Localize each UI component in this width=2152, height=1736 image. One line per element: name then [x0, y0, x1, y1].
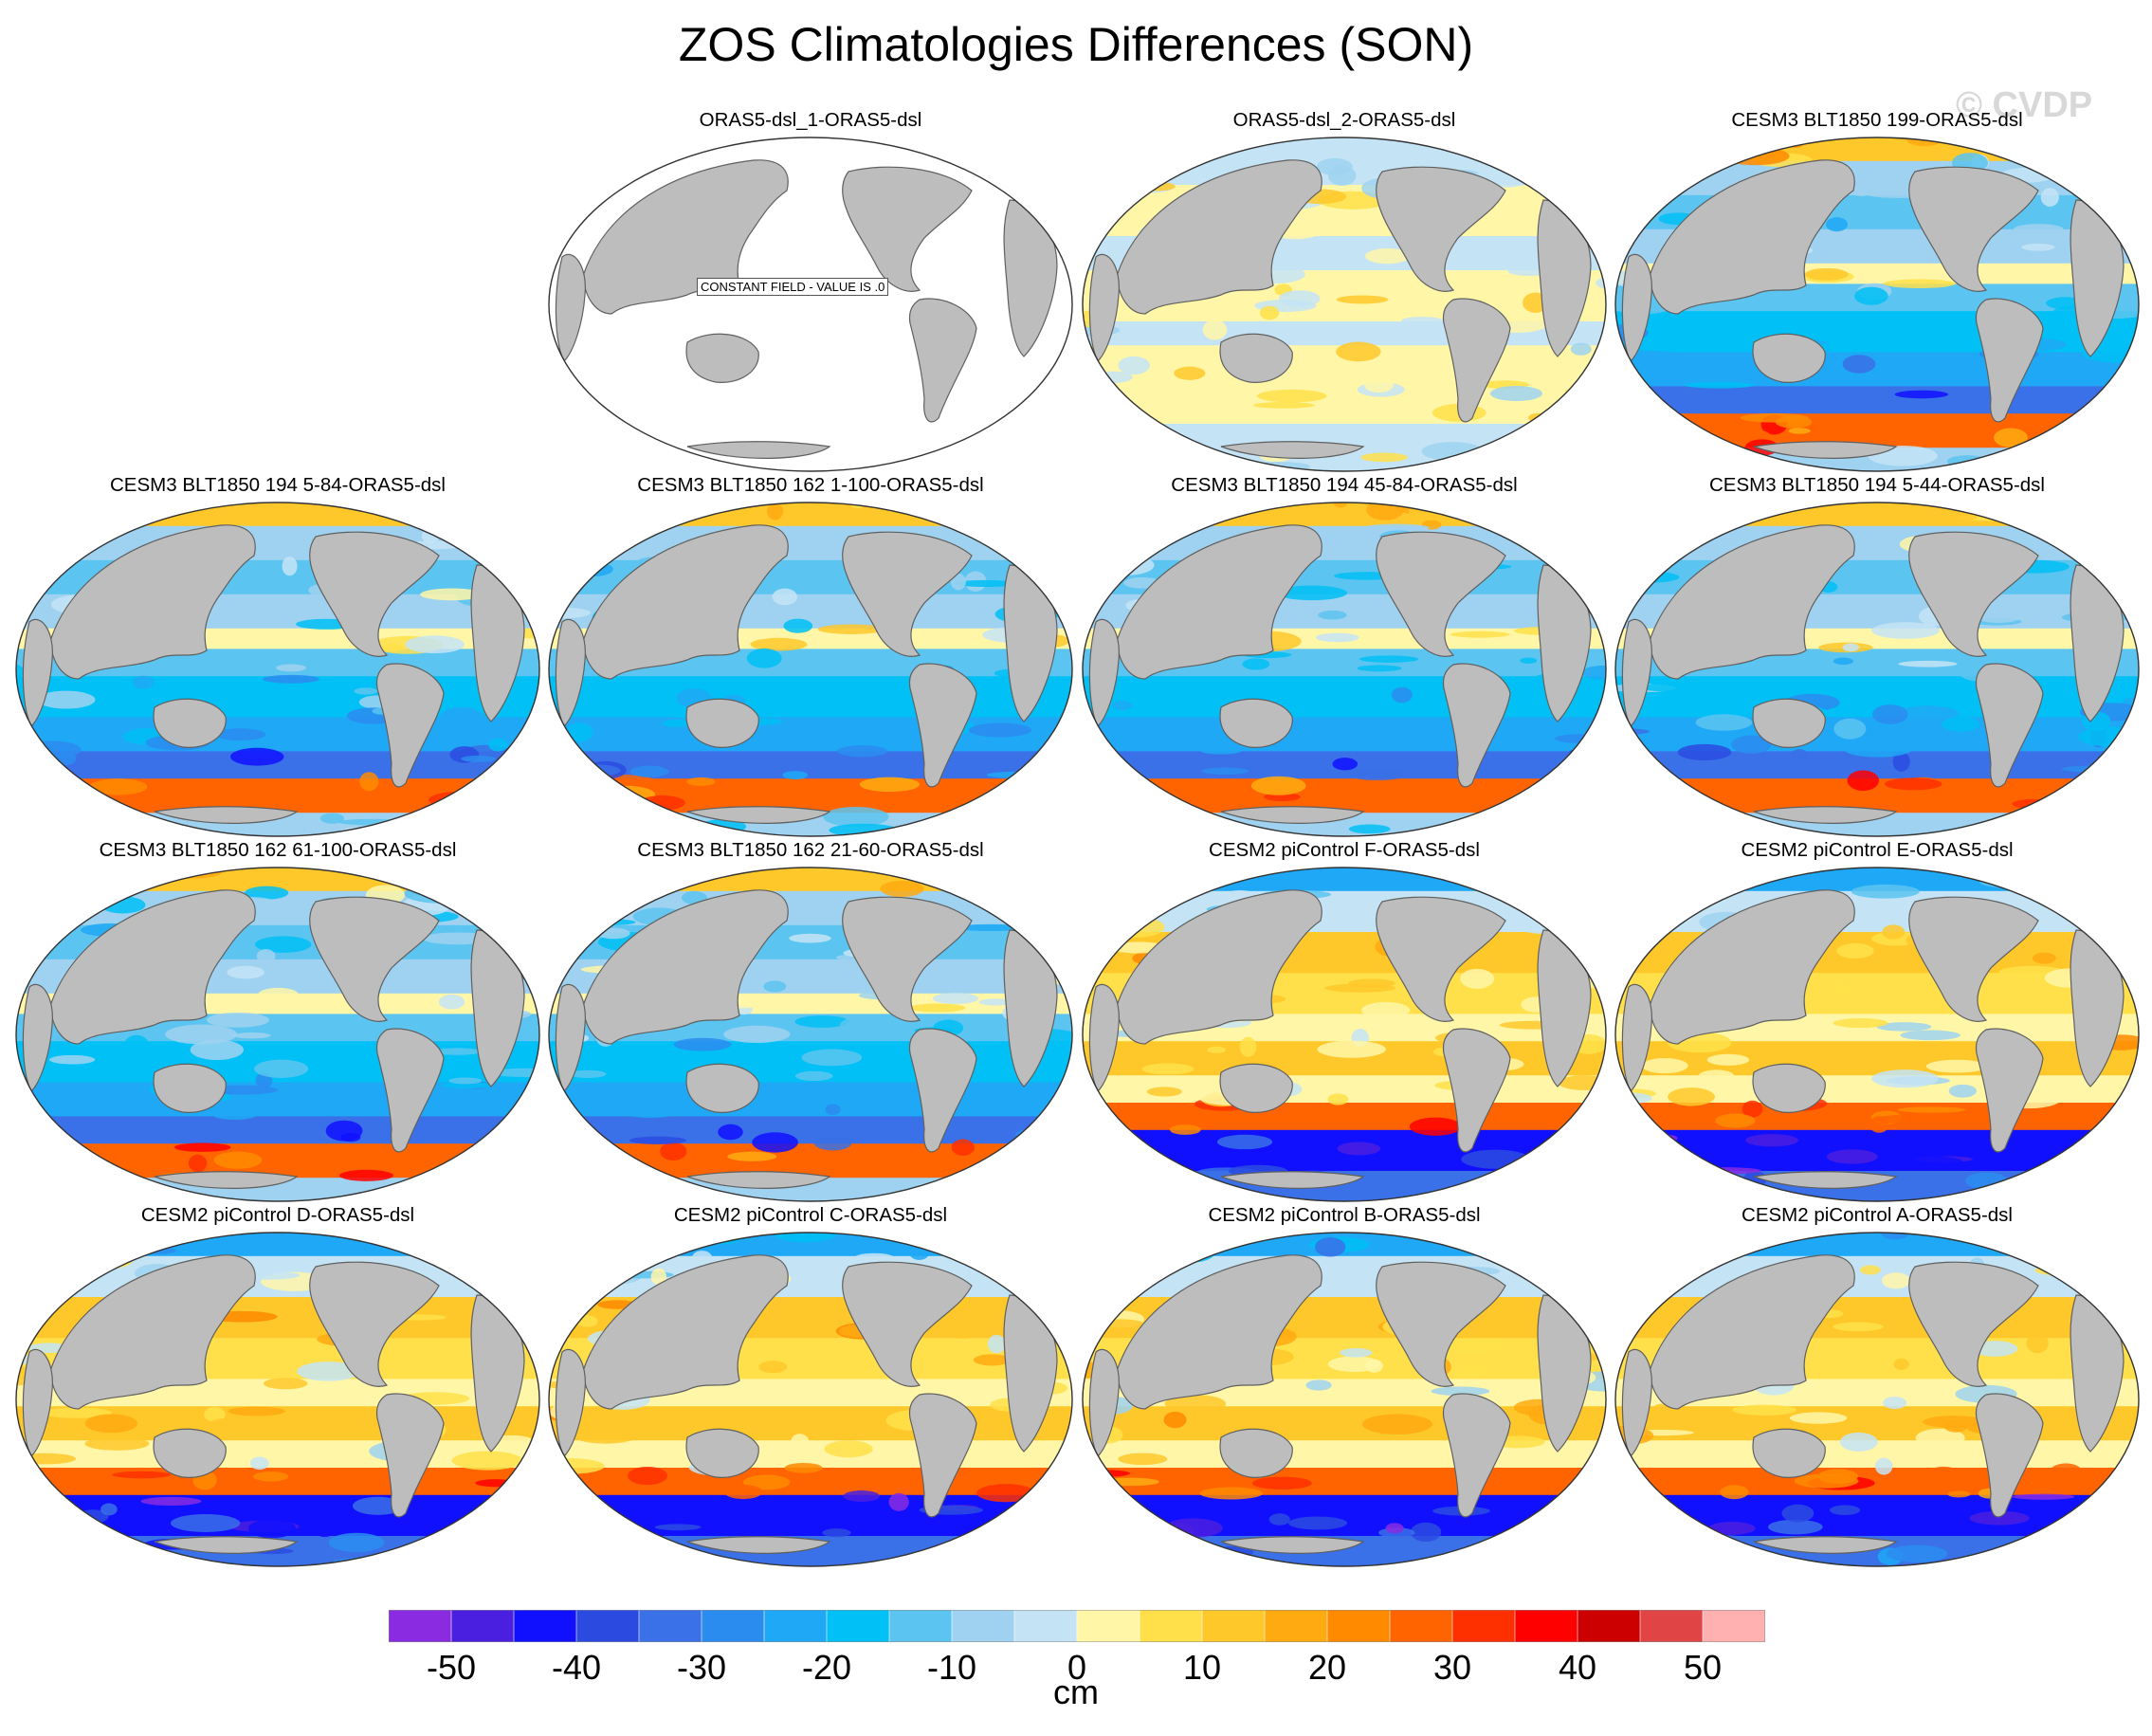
map-panel: CESM2 piControl E-ORAS5-dsl — [1612, 839, 2143, 1209]
colorbar-tick-label: 50 — [1683, 1648, 1723, 1687]
panel-title: CESM3 BLT1850 194 5-84-ORAS5-dsl — [110, 474, 446, 496]
map-panel: CESM2 piControl D-ORAS5-dsl — [12, 1204, 543, 1574]
colorbar-swatch — [1451, 1610, 1516, 1642]
map-panel: CESM3 BLT1850 199-ORAS5-dsl — [1612, 109, 2143, 479]
colorbar-swatch — [701, 1610, 765, 1642]
colorbar-tick-label: 10 — [1182, 1648, 1222, 1687]
panel-title: CESM3 BLT1850 162 1-100-ORAS5-dsl — [637, 474, 984, 496]
panel-title: CESM3 BLT1850 162 21-60-ORAS5-dsl — [637, 839, 984, 861]
map-panel: CESM3 BLT1850 162 1-100-ORAS5-dsl — [545, 474, 1076, 844]
colorbar-swatch — [1514, 1610, 1578, 1642]
constant-field-label: CONSTANT FIELD - VALUE IS .0 — [697, 278, 889, 296]
colorbar-tick-label: 20 — [1307, 1648, 1347, 1687]
figure-title: ZOS Climatologies Differences (SON) — [678, 18, 1474, 71]
colorbar-swatch — [638, 1610, 702, 1642]
robinson-map — [1082, 1232, 1607, 1567]
robinson-map — [548, 137, 1073, 472]
robinson-map — [548, 1232, 1073, 1567]
robinson-map — [1082, 502, 1607, 837]
colorbar-tick-label: -20 — [801, 1648, 852, 1687]
panel-title: CESM2 piControl E-ORAS5-dsl — [1741, 839, 2014, 861]
panel-title: CESM2 piControl B-ORAS5-dsl — [1208, 1204, 1481, 1226]
panel-title: CESM3 BLT1850 194 5-44-ORAS5-dsl — [1709, 474, 2045, 496]
map-panel: CESM3 BLT1850 194 45-84-ORAS5-dsl — [1079, 474, 1610, 844]
colorbar-tick-label: -40 — [551, 1648, 602, 1687]
robinson-map — [1614, 867, 2140, 1202]
robinson-map — [15, 867, 540, 1202]
map-panel: CESM2 piControl B-ORAS5-dsl — [1079, 1204, 1610, 1574]
colorbar-tick-label: 0 — [1067, 1648, 1087, 1687]
panel-title: CESM3 BLT1850 199-ORAS5-dsl — [1731, 109, 2023, 131]
map-panel: CESM3 BLT1850 194 5-84-ORAS5-dsl — [12, 474, 543, 844]
colorbar-swatch — [1702, 1610, 1765, 1642]
watermark: © CVDP — [1956, 85, 2093, 125]
panel-title: CESM2 piControl D-ORAS5-dsl — [140, 1204, 415, 1226]
robinson-map — [548, 502, 1073, 837]
panel-title: ORAS5-dsl_2-ORAS5-dsl — [1232, 109, 1456, 131]
colorbar-swatch — [1076, 1610, 1140, 1642]
colorbar-swatch — [1326, 1610, 1391, 1642]
colorbar-swatch — [575, 1610, 640, 1642]
colorbar-swatch — [1264, 1610, 1328, 1642]
robinson-map — [1082, 867, 1607, 1202]
colorbar — [389, 1610, 1765, 1642]
map-panel: CESM2 piControl C-ORAS5-dsl — [545, 1204, 1076, 1574]
colorbar-swatch — [826, 1610, 890, 1642]
colorbar-tick-label: 30 — [1432, 1648, 1472, 1687]
map-panel: CESM3 BLT1850 162 21-60-ORAS5-dsl — [545, 839, 1076, 1209]
robinson-map — [1614, 502, 2140, 837]
robinson-map — [15, 1232, 540, 1567]
colorbar-swatch — [1139, 1610, 1203, 1642]
panel-title: ORAS5-dsl_1-ORAS5-dsl — [699, 109, 922, 131]
robinson-map — [1082, 137, 1607, 472]
robinson-map — [548, 867, 1073, 1202]
map-panel: CESM2 piControl F-ORAS5-dsl — [1079, 839, 1610, 1209]
colorbar-swatch — [763, 1610, 828, 1642]
colorbar-swatch — [888, 1610, 953, 1642]
colorbar-tick-label: -30 — [676, 1648, 727, 1687]
colorbar-swatch — [1639, 1610, 1704, 1642]
map-panel: ORAS5-dsl_1-ORAS5-dsl CONSTANT FIELD - VA… — [545, 109, 1076, 479]
colorbar-swatch — [513, 1610, 577, 1642]
robinson-map — [15, 502, 540, 837]
colorbar-swatch — [1577, 1610, 1641, 1642]
panel-title: CESM2 piControl A-ORAS5-dsl — [1742, 1204, 2013, 1226]
colorbar-swatch — [1389, 1610, 1453, 1642]
colorbar-tick-label: -50 — [426, 1648, 477, 1687]
colorbar-swatch — [389, 1610, 452, 1642]
map-panel: CESM3 BLT1850 162 61-100-ORAS5-dsl — [12, 839, 543, 1209]
colorbar-tick-label: -10 — [926, 1648, 977, 1687]
colorbar-units: cm — [1053, 1672, 1099, 1711]
panel-title: CESM2 piControl C-ORAS5-dsl — [673, 1204, 948, 1226]
robinson-map — [1614, 137, 2140, 472]
panel-title: CESM3 BLT1850 162 61-100-ORAS5-dsl — [99, 839, 457, 861]
panel-title: CESM3 BLT1850 194 45-84-ORAS5-dsl — [1171, 474, 1518, 496]
panel-title: CESM2 piControl F-ORAS5-dsl — [1209, 839, 1480, 861]
colorbar-swatch — [450, 1610, 515, 1642]
colorbar-swatch — [1201, 1610, 1266, 1642]
robinson-map — [1614, 1232, 2140, 1567]
colorbar-swatch — [951, 1610, 1015, 1642]
colorbar-tick-label: 40 — [1558, 1648, 1597, 1687]
map-panel: CESM2 piControl A-ORAS5-dsl — [1612, 1204, 2143, 1574]
map-panel: ORAS5-dsl_2-ORAS5-dsl — [1079, 109, 1610, 479]
map-panel: CESM3 BLT1850 194 5-44-ORAS5-dsl — [1612, 474, 2143, 844]
colorbar-swatch — [1013, 1610, 1078, 1642]
